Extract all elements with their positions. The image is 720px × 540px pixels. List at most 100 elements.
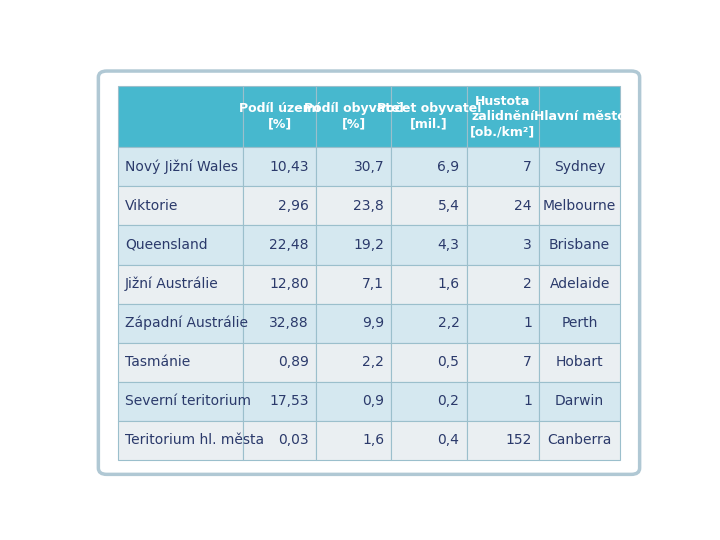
Text: 10,43: 10,43	[269, 160, 309, 174]
Bar	[243, 186, 316, 226]
Bar	[243, 226, 316, 265]
Text: Podíl území
[%]: Podíl území [%]	[239, 103, 320, 131]
Text: 30,7: 30,7	[354, 160, 384, 174]
Text: 0,9: 0,9	[362, 394, 384, 408]
Text: 1,6: 1,6	[362, 433, 384, 447]
Text: Sydney: Sydney	[554, 160, 606, 174]
Text: 2: 2	[523, 277, 532, 291]
Bar	[467, 265, 539, 303]
Text: Perth: Perth	[562, 316, 598, 330]
Text: 5,4: 5,4	[438, 199, 459, 213]
Text: Západní Austrálie: Západní Austrálie	[125, 316, 248, 330]
Text: Podíl obyvatel
[%]: Podíl obyvatel [%]	[304, 103, 403, 131]
Bar	[243, 147, 316, 186]
Bar	[316, 85, 392, 147]
Text: Melbourne: Melbourne	[543, 199, 616, 213]
Text: 7: 7	[523, 355, 532, 369]
Text: Queensland: Queensland	[125, 238, 208, 252]
Bar	[539, 186, 620, 226]
Text: 4,3: 4,3	[438, 238, 459, 252]
Bar	[392, 186, 467, 226]
Text: 0,4: 0,4	[438, 433, 459, 447]
Bar	[467, 147, 539, 186]
FancyBboxPatch shape	[99, 71, 639, 474]
Text: 2,2: 2,2	[438, 316, 459, 330]
Text: 7,1: 7,1	[362, 277, 384, 291]
Text: 3: 3	[523, 238, 532, 252]
Text: 152: 152	[505, 433, 532, 447]
Bar	[316, 303, 392, 343]
Text: Darwin: Darwin	[555, 394, 604, 408]
Bar	[467, 186, 539, 226]
Bar	[467, 421, 539, 460]
Bar	[316, 343, 392, 382]
Text: 0,03: 0,03	[278, 433, 309, 447]
Text: Tasmánie: Tasmánie	[125, 355, 190, 369]
Text: 7: 7	[523, 160, 532, 174]
Bar	[118, 343, 243, 382]
Text: Jižní Austrálie: Jižní Austrálie	[125, 277, 219, 291]
Text: 19,2: 19,2	[354, 238, 384, 252]
Bar	[539, 343, 620, 382]
Bar	[118, 85, 243, 147]
Text: 2,2: 2,2	[362, 355, 384, 369]
Bar	[467, 382, 539, 421]
Bar	[243, 265, 316, 303]
Bar	[539, 421, 620, 460]
Bar	[316, 186, 392, 226]
Text: 17,53: 17,53	[269, 394, 309, 408]
Text: 22,48: 22,48	[269, 238, 309, 252]
Text: 12,80: 12,80	[269, 277, 309, 291]
Bar	[467, 226, 539, 265]
Text: 0,2: 0,2	[438, 394, 459, 408]
Bar	[316, 265, 392, 303]
Bar	[392, 421, 467, 460]
Bar	[392, 147, 467, 186]
Bar	[539, 382, 620, 421]
Text: Nový Jižní Wales: Nový Jižní Wales	[125, 160, 238, 174]
Text: Hobart: Hobart	[556, 355, 603, 369]
Text: 1: 1	[523, 394, 532, 408]
Bar	[392, 343, 467, 382]
Bar	[316, 382, 392, 421]
Bar	[118, 265, 243, 303]
Bar	[316, 226, 392, 265]
Text: Hlavní město: Hlavní město	[534, 110, 626, 123]
Bar	[316, 421, 392, 460]
Text: 24: 24	[514, 199, 532, 213]
Text: Viktorie: Viktorie	[125, 199, 179, 213]
Bar	[118, 226, 243, 265]
Text: 0,5: 0,5	[438, 355, 459, 369]
Bar	[539, 226, 620, 265]
Bar	[243, 85, 316, 147]
Bar	[467, 343, 539, 382]
Text: 6,9: 6,9	[437, 160, 459, 174]
Text: Adelaide: Adelaide	[549, 277, 610, 291]
Bar	[467, 303, 539, 343]
Text: Severní teritorium: Severní teritorium	[125, 394, 251, 408]
Bar	[118, 303, 243, 343]
Text: 32,88: 32,88	[269, 316, 309, 330]
Text: 0,89: 0,89	[278, 355, 309, 369]
Text: 9,9: 9,9	[362, 316, 384, 330]
Bar	[539, 147, 620, 186]
Bar	[243, 343, 316, 382]
Bar	[118, 421, 243, 460]
Bar	[392, 85, 467, 147]
Text: Canberra: Canberra	[547, 433, 612, 447]
Text: 1,6: 1,6	[437, 277, 459, 291]
Bar	[392, 382, 467, 421]
Text: 2,96: 2,96	[278, 199, 309, 213]
Bar	[467, 85, 539, 147]
Bar	[316, 147, 392, 186]
Text: Teritorium hl. města: Teritorium hl. města	[125, 433, 264, 447]
Text: 23,8: 23,8	[354, 199, 384, 213]
Text: 1: 1	[523, 316, 532, 330]
Bar	[243, 421, 316, 460]
Bar	[539, 265, 620, 303]
Bar	[539, 303, 620, 343]
Bar	[118, 186, 243, 226]
Bar	[539, 85, 620, 147]
Bar	[392, 226, 467, 265]
Bar	[392, 265, 467, 303]
